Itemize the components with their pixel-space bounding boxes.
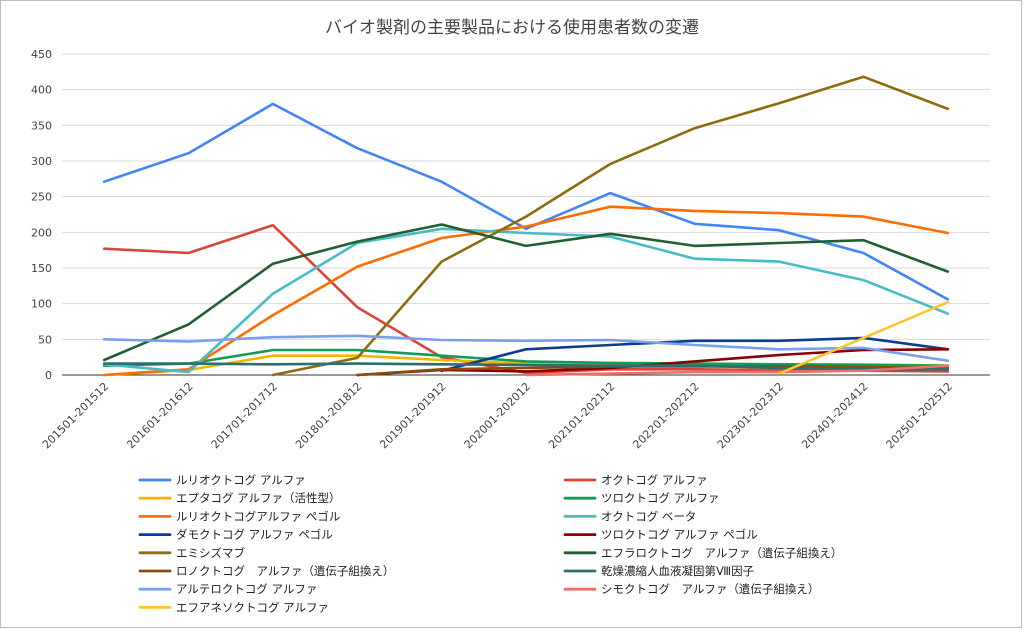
series-line-4 xyxy=(102,348,950,368)
series-line-12 xyxy=(102,362,950,371)
x-tick-label: 201901-201912 xyxy=(377,380,448,451)
y-tick-label: 200 xyxy=(31,226,52,239)
gridlines xyxy=(62,53,990,376)
y-tick-label: 50 xyxy=(38,333,52,346)
series-line-5 xyxy=(102,205,950,377)
y-tick-label: 450 xyxy=(31,48,52,61)
series-line-15 xyxy=(777,300,950,375)
x-tick-label: 202301-202312 xyxy=(715,380,786,451)
x-tick-label: 202101-202112 xyxy=(546,380,617,451)
legend-label: エプタコグ アルファ（活性型） xyxy=(176,491,341,505)
y-tick-label: 100 xyxy=(31,298,52,311)
legend-label: エミシズマブ xyxy=(176,546,245,560)
legend-label: オクトコグ ベータ xyxy=(601,509,696,523)
y-tick-label: 300 xyxy=(31,155,52,168)
series-line-10 xyxy=(102,223,950,362)
x-tick-label: 201601-201612 xyxy=(124,380,195,451)
y-axis-ticks: 0 50 100 150 200 250 300 350 400 450 xyxy=(31,48,52,382)
legend-label: ダモクトコグ アルファ ペゴル xyxy=(176,528,333,542)
legend-label: エフアネソクトコグ アルファ xyxy=(176,600,329,614)
series-lines xyxy=(102,75,950,377)
series-line-9 xyxy=(271,75,950,377)
chart-title: バイオ製剤の主要製品における使用患者数の変遷 xyxy=(325,17,699,38)
legend-label: ルリオクトコグアルファ ペゴル xyxy=(176,509,340,523)
y-tick-label: 150 xyxy=(31,262,52,275)
x-tick-label: 202401-202412 xyxy=(799,380,870,451)
y-tick-label: 400 xyxy=(31,84,52,97)
x-tick-label: 201701-201712 xyxy=(209,380,280,451)
legend-label: アルテロクトコグ アルファ xyxy=(176,582,317,596)
y-tick-label: 250 xyxy=(31,191,52,204)
y-tick-label: 0 xyxy=(45,369,52,382)
series-line-1 xyxy=(102,102,950,301)
series-line-13 xyxy=(102,334,950,363)
x-axis-ticks: 201501-201512 201601-201612 201701-201712 2… xyxy=(40,380,955,451)
series-line-6 xyxy=(102,227,950,374)
series-line-2 xyxy=(102,223,950,375)
x-tick-label: 202201-202212 xyxy=(630,380,701,451)
x-tick-label: 202501-202512 xyxy=(884,380,955,451)
series-line-14 xyxy=(524,364,950,377)
x-tick-label: 202001-202012 xyxy=(462,380,533,451)
legend-label: ツロクトコグ アルファ xyxy=(601,491,720,505)
x-tick-label: 201501-201512 xyxy=(40,380,111,451)
legend-label: ルリオクトコグ アルファ xyxy=(176,473,306,487)
legend-label: オクトコグ アルファ xyxy=(601,473,708,487)
x-tick-label: 201801-201812 xyxy=(293,380,364,451)
legend-label: シモクトコグ アルファ（遺伝子組換え） xyxy=(601,582,819,596)
legend-label: 乾燥濃縮人血液凝固第Ⅷ因子 xyxy=(601,564,754,578)
legend-label: エフラロクトコグ アルファ（遺伝子組換え） xyxy=(601,546,842,560)
legend-label: ツロクトコグ アルファ ペゴル xyxy=(601,528,758,542)
legend-label: ロノクトコグ アルファ（遺伝子組換え） xyxy=(176,564,394,578)
y-tick-label: 350 xyxy=(31,119,52,132)
